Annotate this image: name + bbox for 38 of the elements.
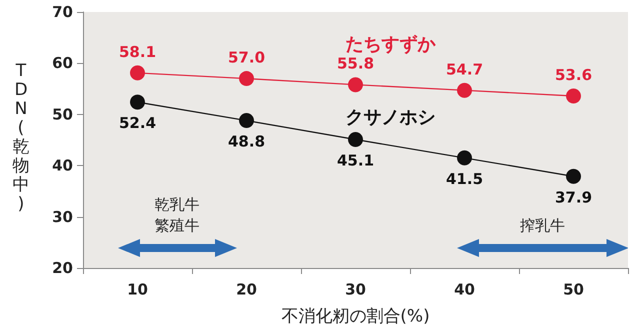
point (457, 82, 472, 98)
y-axis-title: TDN(乾物中) (12, 61, 30, 214)
point (239, 71, 254, 86)
data-label: 37.9 (554, 188, 592, 206)
data-label: 48.8 (228, 132, 266, 151)
y-tick-label: 70 (52, 3, 73, 21)
x-axis-title: 不消化籾の割合(%) (281, 306, 430, 326)
data-label: 53.6 (554, 66, 592, 84)
data-label: 54.7 (446, 60, 484, 78)
point (457, 150, 472, 166)
annotation: 搾乳牛 (520, 216, 565, 234)
x-tick-label: 30 (345, 280, 366, 298)
x-tick-label: 20 (236, 280, 257, 298)
series-label: たちすずか (346, 34, 436, 56)
point (130, 65, 145, 80)
series-label: クサノホシ (346, 106, 436, 128)
point (566, 88, 581, 104)
data-label: 45.1 (336, 151, 374, 170)
data-label: 41.5 (446, 170, 484, 188)
point (348, 132, 363, 147)
y-tick-label: 20 (52, 259, 73, 277)
y-tick-label: 30 (52, 208, 73, 226)
x-tick-label: 50 (563, 280, 584, 298)
y-tick-label: 50 (52, 105, 73, 124)
y-tick-label: 40 (52, 156, 73, 175)
data-label: 52.4 (118, 114, 156, 132)
y-tick-label: 60 (52, 54, 73, 72)
x-tick-label: 10 (127, 280, 148, 298)
x-tick-label: 40 (454, 280, 475, 298)
data-label: 55.8 (336, 54, 374, 73)
point (566, 168, 581, 184)
annotation: 繁殖牛 (154, 216, 200, 234)
point (130, 94, 145, 110)
point (348, 77, 363, 92)
data-label: 57.0 (228, 48, 266, 67)
data-label: 58.1 (118, 42, 156, 61)
point (239, 113, 254, 128)
annotation: 乾乳牛 (154, 196, 200, 214)
